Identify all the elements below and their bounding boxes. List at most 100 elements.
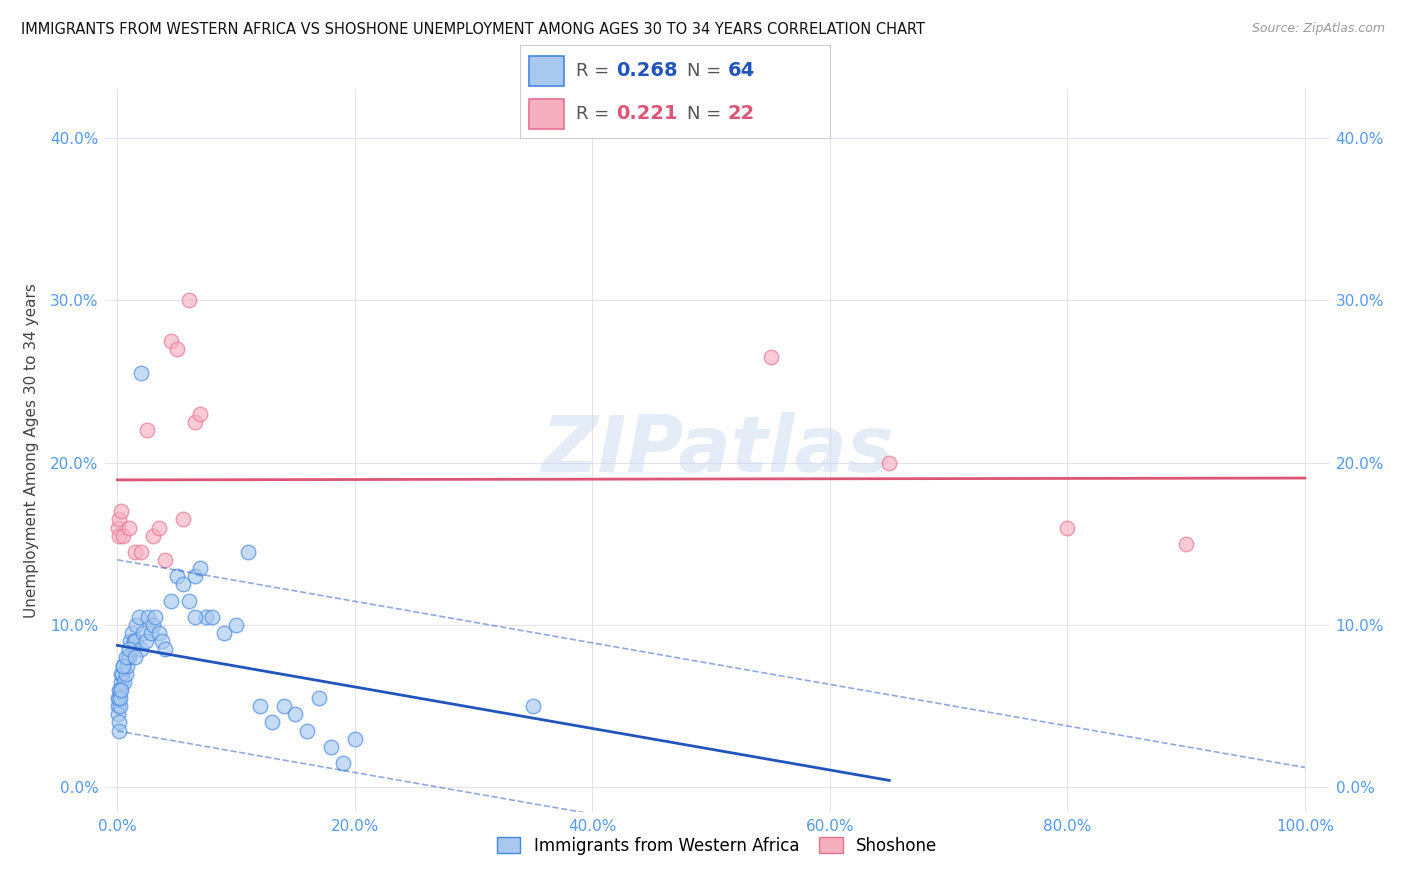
FancyBboxPatch shape bbox=[530, 56, 564, 86]
Point bbox=[120, 634, 142, 648]
Point bbox=[129, 545, 152, 559]
Point bbox=[1175, 537, 1198, 551]
Text: R =: R = bbox=[576, 62, 614, 79]
Point bbox=[114, 666, 136, 681]
Text: 0.268: 0.268 bbox=[616, 62, 678, 80]
Point bbox=[143, 610, 166, 624]
Point bbox=[308, 691, 330, 706]
Legend: Immigrants from Western Africa, Shoshone: Immigrants from Western Africa, Shoshone bbox=[491, 830, 943, 861]
Point bbox=[110, 674, 132, 689]
Text: ZIPatlas: ZIPatlas bbox=[541, 412, 893, 489]
Point bbox=[118, 520, 141, 534]
Point bbox=[343, 731, 366, 746]
Point bbox=[129, 642, 152, 657]
Point bbox=[110, 504, 132, 518]
Point bbox=[319, 739, 342, 754]
Point bbox=[136, 610, 159, 624]
Point bbox=[124, 634, 146, 648]
Point bbox=[172, 512, 194, 526]
Point bbox=[183, 610, 205, 624]
Point bbox=[111, 666, 134, 681]
Text: N =: N = bbox=[688, 62, 727, 79]
Text: 64: 64 bbox=[727, 62, 755, 80]
Point bbox=[129, 367, 152, 381]
Point bbox=[236, 545, 259, 559]
Point bbox=[172, 577, 194, 591]
Point bbox=[112, 529, 135, 543]
Point bbox=[297, 723, 319, 738]
Point bbox=[142, 529, 165, 543]
Point bbox=[114, 650, 136, 665]
Point bbox=[195, 610, 218, 624]
Point bbox=[125, 618, 148, 632]
Point bbox=[118, 650, 141, 665]
Point bbox=[201, 610, 224, 624]
Point bbox=[107, 691, 129, 706]
Point bbox=[166, 569, 188, 583]
Text: R =: R = bbox=[576, 105, 614, 123]
Point bbox=[225, 618, 247, 632]
Point bbox=[107, 715, 129, 730]
Point bbox=[183, 569, 205, 583]
Point bbox=[249, 699, 271, 714]
Point bbox=[759, 350, 782, 364]
Point bbox=[273, 699, 295, 714]
Point bbox=[124, 650, 146, 665]
Point bbox=[121, 626, 143, 640]
Point bbox=[183, 415, 205, 429]
Point bbox=[284, 707, 307, 722]
Text: 22: 22 bbox=[727, 104, 755, 123]
Point bbox=[114, 674, 136, 689]
Point bbox=[139, 626, 162, 640]
Point bbox=[108, 723, 131, 738]
Point bbox=[260, 715, 283, 730]
Point bbox=[110, 682, 132, 697]
Point bbox=[118, 642, 141, 657]
Text: N =: N = bbox=[688, 105, 727, 123]
Point bbox=[159, 593, 181, 607]
Point bbox=[135, 634, 157, 648]
FancyBboxPatch shape bbox=[530, 99, 564, 129]
Point bbox=[166, 342, 188, 356]
Point bbox=[136, 423, 159, 437]
Point bbox=[108, 512, 131, 526]
Point bbox=[190, 561, 212, 575]
Point bbox=[877, 456, 900, 470]
Point bbox=[107, 529, 129, 543]
Point bbox=[115, 658, 138, 673]
Point bbox=[159, 334, 181, 348]
Point bbox=[177, 293, 200, 308]
Point bbox=[107, 707, 129, 722]
Point bbox=[152, 634, 174, 648]
Point bbox=[177, 593, 200, 607]
Point bbox=[124, 545, 146, 559]
Point bbox=[190, 407, 212, 421]
Point bbox=[122, 634, 145, 648]
Point bbox=[212, 626, 235, 640]
Point bbox=[112, 658, 135, 673]
Point bbox=[132, 626, 155, 640]
Text: IMMIGRANTS FROM WESTERN AFRICA VS SHOSHONE UNEMPLOYMENT AMONG AGES 30 TO 34 YEAR: IMMIGRANTS FROM WESTERN AFRICA VS SHOSHO… bbox=[21, 22, 925, 37]
Point bbox=[108, 699, 131, 714]
Point bbox=[107, 520, 129, 534]
Point bbox=[153, 553, 176, 567]
Point bbox=[112, 658, 135, 673]
Point bbox=[107, 691, 129, 706]
Point bbox=[142, 618, 165, 632]
Point bbox=[332, 756, 354, 770]
Point bbox=[128, 610, 150, 624]
Point bbox=[117, 650, 139, 665]
Point bbox=[110, 666, 132, 681]
Y-axis label: Unemployment Among Ages 30 to 34 years: Unemployment Among Ages 30 to 34 years bbox=[24, 283, 39, 618]
Point bbox=[108, 691, 131, 706]
Point bbox=[153, 642, 176, 657]
Point bbox=[148, 520, 170, 534]
Point bbox=[148, 626, 170, 640]
Text: 0.221: 0.221 bbox=[616, 104, 678, 123]
Text: Source: ZipAtlas.com: Source: ZipAtlas.com bbox=[1251, 22, 1385, 36]
Point bbox=[107, 682, 129, 697]
Point bbox=[110, 682, 132, 697]
Point bbox=[121, 642, 143, 657]
Point bbox=[1056, 520, 1078, 534]
Point bbox=[107, 699, 129, 714]
